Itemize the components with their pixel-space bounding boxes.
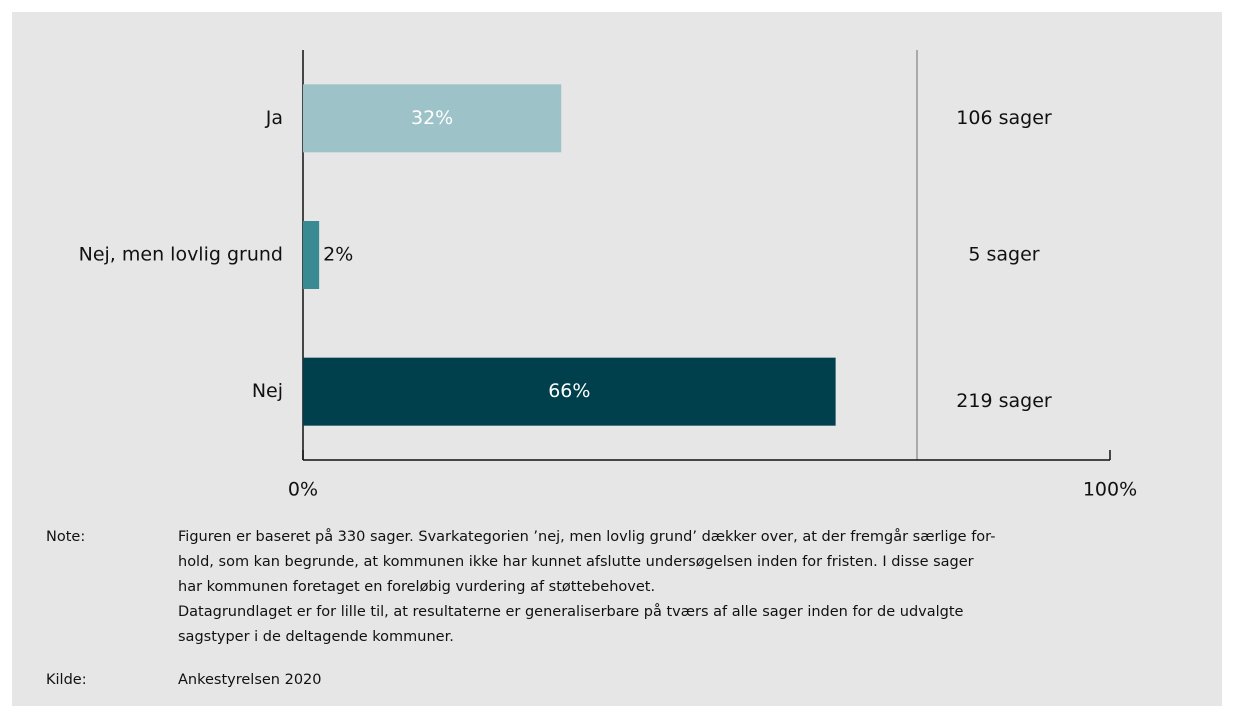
note-line: Datagrundlaget er for lille til, at resu… <box>178 603 964 620</box>
category-label: Nej <box>252 380 283 402</box>
note-line: har kommunen foretaget en foreløbig vurd… <box>178 579 655 595</box>
case-label: 106 sager <box>956 107 1052 129</box>
bar <box>303 357 836 426</box>
note-line: sagstyper i de deltagende kommuner. <box>178 629 454 645</box>
bar <box>303 84 562 153</box>
x-tick-label: 100% <box>1083 479 1137 501</box>
source-label: Kilde: <box>46 672 87 688</box>
x-tick-label: 0% <box>288 479 318 501</box>
category-label: Nej, men lovlig grund <box>79 244 283 266</box>
note-label: Note: <box>46 529 85 545</box>
note-line: hold, som kan begrunde, at kommunen ikke… <box>178 554 974 570</box>
case-label: 219 sager <box>956 390 1052 412</box>
bar <box>303 221 320 289</box>
category-label: Ja <box>265 107 283 129</box>
value-label: 2% <box>323 244 353 266</box>
note-line: Figuren er baseret på 330 sager. Svarkat… <box>178 528 995 545</box>
case-label: 5 sager <box>968 244 1039 266</box>
value-label: 32% <box>411 107 453 129</box>
source-text: Ankestyrelsen 2020 <box>178 672 322 688</box>
value-label: 66% <box>548 380 590 402</box>
